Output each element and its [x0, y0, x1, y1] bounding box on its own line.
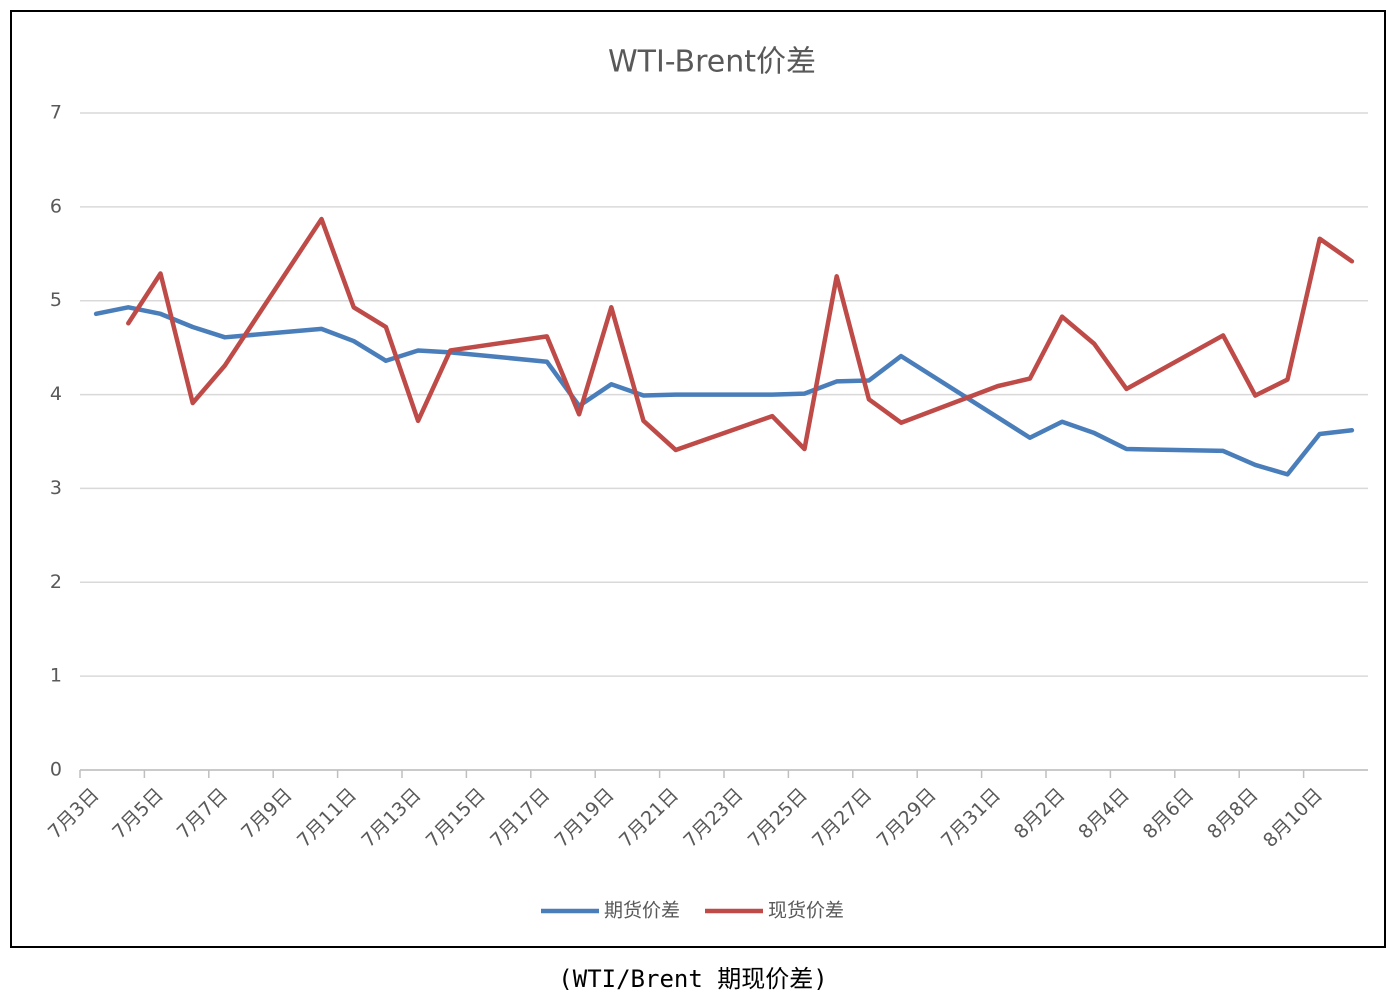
- chart-frame: [10, 10, 1386, 948]
- y-tick-label: 5: [50, 289, 62, 311]
- y-tick-label: 3: [50, 477, 62, 499]
- y-tick-label: 0: [50, 759, 62, 781]
- caption: (WTI/Brent 期现价差): [558, 965, 827, 993]
- y-tick-label: 6: [50, 195, 62, 217]
- legend-label: 现货价差: [768, 900, 844, 922]
- y-tick-label: 7: [50, 102, 62, 124]
- legend-label: 期货价差: [604, 900, 680, 922]
- y-tick-label: 2: [50, 571, 62, 593]
- y-tick-label: 4: [50, 383, 62, 405]
- series-line: [126, 216, 1355, 453]
- chart-title: WTI-Brent价差: [608, 45, 816, 80]
- y-tick-label: 1: [50, 665, 62, 687]
- series-line: [93, 305, 1355, 477]
